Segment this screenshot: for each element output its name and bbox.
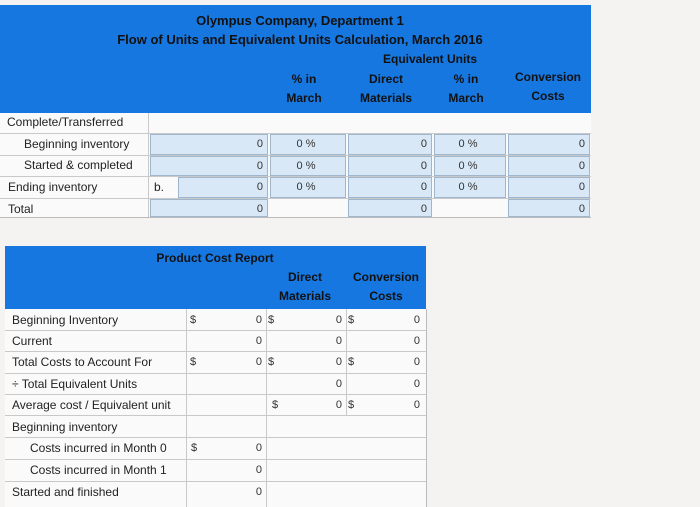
cost-report-title: Product Cost Report (156, 251, 274, 265)
pct-cc-started-completed[interactable]: 0 % (434, 156, 506, 176)
col-dm-line1: Direct (368, 72, 403, 86)
row-marker-b: b. (154, 180, 165, 194)
pct-cc-beginning-inventory[interactable]: 0 % (434, 134, 506, 155)
cc-beginning-inventory[interactable]: 0 (508, 134, 590, 155)
dm-average-cost[interactable]: 0 (335, 399, 342, 411)
total-costs[interactable]: 0 (255, 356, 262, 368)
total-month-1[interactable]: 0 (255, 464, 262, 476)
col-pct-march-2-line1: % in (453, 72, 479, 86)
dm-beginning-inventory[interactable]: 0 (348, 134, 432, 155)
cost-label-started-finished: Started and finished (12, 485, 119, 499)
dollar-sign: $ (190, 356, 197, 368)
units-beginning-inventory[interactable]: 0 (150, 134, 268, 155)
cost-col-cc-line1: Conversion (352, 270, 419, 284)
col-dm-line2: Materials (359, 91, 413, 105)
cost-report-body (5, 309, 427, 507)
dm-equiv-units[interactable]: 0 (335, 378, 342, 390)
cc-ending-inventory[interactable]: 0 (508, 177, 590, 198)
dm-ending-inventory[interactable]: 0 (348, 177, 432, 198)
company-title: Olympus Company, Department 1 (196, 13, 404, 28)
dollar-sign: $ (268, 356, 275, 368)
cost-label-month-1: Costs incurred in Month 1 (30, 463, 167, 477)
pct-cc-ending-inventory[interactable]: 0 % (434, 177, 506, 198)
cost-label-average-cost: Average cost / Equivalent unit (12, 398, 171, 412)
dollar-sign: $ (272, 399, 279, 411)
cost-label-current: Current (12, 334, 53, 348)
cost-label-beginning-inventory-2: Beginning inventory (12, 420, 118, 434)
dm-cost-total[interactable]: 0 (335, 356, 342, 368)
cc-equiv-units[interactable]: 0 (413, 378, 420, 390)
equiv-units-heading: Equivalent Units (382, 52, 477, 66)
cost-label-beginning-inventory: Beginning Inventory (12, 313, 119, 327)
dollar-sign: $ (190, 314, 197, 326)
row-label-started-completed: Started & completed (24, 158, 133, 172)
col-cc-line2: Costs (531, 89, 565, 103)
cost-label-total-equiv-units: ÷ Total Equivalent Units (12, 377, 138, 391)
cc-started-completed[interactable]: 0 (508, 156, 590, 176)
cc-cost-beginning-inventory[interactable]: 0 (413, 314, 420, 326)
units-total[interactable]: 0 (150, 199, 268, 217)
dm-cost-beginning-inventory[interactable]: 0 (335, 314, 342, 326)
cost-col-cc-line2: Costs (369, 289, 403, 303)
total-current[interactable]: 0 (255, 335, 262, 347)
cc-total[interactable]: 0 (508, 199, 590, 217)
cc-cost-total[interactable]: 0 (413, 356, 420, 368)
cost-col-dm-line2: Materials (278, 289, 332, 303)
dollar-sign: $ (348, 314, 355, 326)
flow-table-header (0, 5, 591, 113)
dollar-sign: $ (348, 356, 355, 368)
row-label-ending-inventory: Ending inventory (8, 180, 98, 194)
total-month-0[interactable]: 0 (255, 442, 262, 454)
col-pct-march-2-line2: March (448, 91, 484, 105)
cost-label-total-costs: Total Costs to Account For (12, 355, 153, 369)
cc-average-cost[interactable]: 0 (413, 399, 420, 411)
row-label-beginning-inventory: Beginning inventory (24, 137, 130, 151)
units-ending-inventory[interactable]: 0 (178, 177, 268, 198)
report-title: Flow of Units and Equivalent Units Calcu… (117, 32, 483, 47)
dm-cost-current[interactable]: 0 (335, 335, 342, 347)
cost-report-header (5, 246, 426, 309)
dollar-sign: $ (191, 442, 198, 454)
dm-total[interactable]: 0 (348, 199, 432, 217)
pct-dm-ending-inventory[interactable]: 0 % (270, 177, 346, 198)
total-started-finished[interactable]: 0 (255, 486, 262, 498)
col-pct-march-1-line2: March (286, 91, 322, 105)
units-started-completed[interactable]: 0 (150, 156, 268, 176)
cc-cost-current[interactable]: 0 (413, 335, 420, 347)
col-cc-line1: Conversion (514, 70, 581, 84)
pct-dm-started-completed[interactable]: 0 % (270, 156, 346, 176)
row-label-complete-transferred: Complete/Transferred (7, 115, 124, 129)
pct-dm-beginning-inventory[interactable]: 0 % (270, 134, 346, 155)
cost-label-month-0: Costs incurred in Month 0 (30, 441, 167, 455)
col-pct-march-1-line1: % in (291, 72, 317, 86)
dollar-sign: $ (348, 399, 355, 411)
dm-started-completed[interactable]: 0 (348, 156, 432, 176)
dollar-sign: $ (268, 314, 275, 326)
row-label-total: Total (8, 202, 34, 216)
cost-col-dm-line1: Direct (287, 270, 322, 284)
total-beginning-inventory[interactable]: 0 (255, 314, 262, 326)
